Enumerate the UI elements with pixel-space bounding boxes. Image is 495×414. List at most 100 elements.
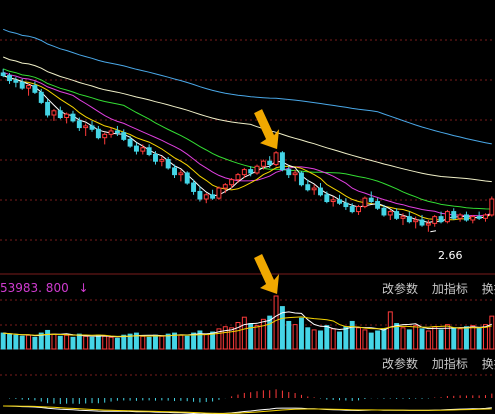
volume-bar <box>121 334 127 350</box>
candle-body <box>298 172 304 186</box>
candle-body <box>381 207 387 216</box>
volume-bar <box>127 333 133 350</box>
volume-bar <box>457 328 463 350</box>
candle-body <box>413 219 419 223</box>
ma10-line <box>3 75 493 221</box>
volume-bar <box>203 333 209 350</box>
candle-body <box>337 199 342 204</box>
volume-bar <box>165 333 171 350</box>
volume-bar <box>254 325 260 350</box>
candle-body <box>483 214 488 219</box>
candle-body <box>32 85 38 93</box>
candle-body <box>438 216 444 223</box>
volume-bar <box>444 324 450 350</box>
volume-bar <box>463 326 469 350</box>
candle-body <box>279 152 285 171</box>
candle-body <box>349 206 355 213</box>
candle-body <box>419 219 425 226</box>
volume-bar <box>83 335 89 350</box>
volume-ma-line <box>3 311 492 338</box>
ma30-line <box>3 68 492 210</box>
volume-bar <box>210 331 216 350</box>
candle-body <box>70 113 76 122</box>
volume-bar <box>349 320 355 350</box>
volume-bar <box>178 334 184 350</box>
volume-bar <box>51 333 57 350</box>
candle-body <box>241 169 247 176</box>
volume-bar <box>70 336 76 350</box>
candle-body <box>292 172 298 176</box>
candle-body <box>489 198 495 216</box>
volume-bar <box>235 322 241 350</box>
volume-bar <box>286 320 292 350</box>
macd-dea-line <box>3 405 492 414</box>
volume-bar <box>159 335 165 350</box>
candle-body <box>210 194 216 199</box>
volume-bar <box>26 334 32 350</box>
volume-change-params-button[interactable]: 改参数 <box>382 357 419 371</box>
volume-bar <box>13 334 19 350</box>
candle-body <box>165 159 171 169</box>
volume-bar <box>273 295 279 350</box>
volume-bar <box>57 335 63 350</box>
volume-bar <box>76 333 82 350</box>
volume-bar <box>432 326 438 350</box>
candle-body <box>375 201 381 209</box>
candle-body <box>197 190 203 200</box>
candle-body <box>387 211 393 216</box>
volume-switch-indicator-button[interactable]: 换指 <box>481 357 495 371</box>
candle-body <box>235 174 241 181</box>
volume-bar <box>356 327 362 350</box>
candle-body <box>64 113 70 119</box>
candle-body <box>305 184 311 191</box>
candle-body <box>102 133 108 139</box>
candle-body <box>463 214 469 221</box>
volume-bar <box>140 335 146 350</box>
candle-body <box>394 211 400 219</box>
volume-add-indicator-button[interactable]: 加指标 <box>431 357 468 371</box>
add-indicator-button[interactable]: 加指标 <box>431 282 468 296</box>
volume-bar <box>222 326 228 350</box>
volume-bar <box>153 334 158 350</box>
switch-indicator-button[interactable]: 换指 <box>481 282 495 296</box>
volume-bar <box>476 327 482 350</box>
volume-bar <box>362 329 368 350</box>
volume-bar <box>394 323 400 350</box>
candle-body <box>19 81 25 89</box>
volume-bar <box>381 328 387 350</box>
volume-bar <box>375 330 381 350</box>
volume-bar <box>343 326 349 350</box>
candle-body <box>114 130 120 134</box>
change-params-button[interactable]: 改参数 <box>382 282 419 296</box>
volume-bar <box>318 330 323 350</box>
candle-body <box>330 199 336 203</box>
volume-bar <box>337 331 342 350</box>
volume-down-arrow-icon: ↓ <box>78 281 89 295</box>
volume-bar <box>191 332 197 350</box>
volume-bar <box>425 330 431 350</box>
candle-body <box>260 160 266 167</box>
candle-body <box>140 147 146 152</box>
candle-body <box>184 172 190 184</box>
candle-body <box>83 125 89 129</box>
volume-bar <box>438 329 444 350</box>
ma120-line <box>3 28 492 145</box>
candle-body <box>153 153 158 162</box>
volume-bar <box>368 332 374 350</box>
volume-bar <box>0 332 6 350</box>
volume-bar <box>305 327 311 350</box>
candle-body <box>400 216 406 219</box>
candle-body <box>38 91 44 103</box>
candle-body <box>121 132 127 140</box>
volume-bar <box>489 315 495 350</box>
volume-bar <box>387 311 393 350</box>
candle-body <box>133 145 139 152</box>
volume-bar <box>32 336 38 350</box>
volume-bar <box>38 332 44 350</box>
candle-body <box>0 72 6 77</box>
volume-bar <box>298 317 304 350</box>
candle-body <box>172 167 177 176</box>
candle-body <box>470 216 476 221</box>
